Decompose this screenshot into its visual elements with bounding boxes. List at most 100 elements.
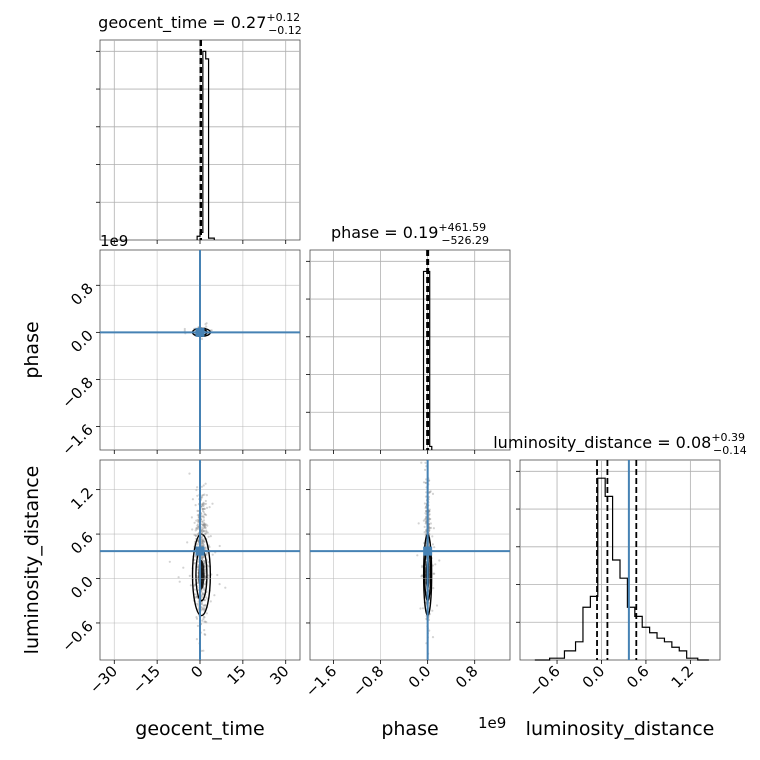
sample-point <box>196 514 199 517</box>
sample-point <box>196 509 199 512</box>
title-main: geocent_time = 0.27 <box>98 13 266 33</box>
sample-point <box>420 461 423 464</box>
panels-layer <box>96 39 721 664</box>
sample-point <box>416 554 419 557</box>
sample-point <box>196 486 199 489</box>
sample-point <box>203 561 206 564</box>
sample-point <box>431 564 434 567</box>
sample-point <box>193 588 196 591</box>
x-tick-label: 30 <box>266 662 292 688</box>
x-tick-label: 0.0 <box>579 662 609 692</box>
sample-point <box>200 494 204 497</box>
sample-point <box>202 519 206 522</box>
sample-point <box>201 530 204 533</box>
sample-point <box>202 523 205 526</box>
sample-point <box>208 545 211 549</box>
sample-point <box>197 539 200 543</box>
sample-point <box>424 481 427 484</box>
sample-point <box>201 540 204 543</box>
sample-point <box>424 495 428 498</box>
sample-point <box>424 520 428 523</box>
sample-point <box>206 551 209 555</box>
sample-point <box>202 606 205 610</box>
sample-point <box>435 604 439 607</box>
hist1d-panel-luminosity_distance <box>516 459 721 661</box>
sample-point <box>196 602 199 606</box>
sample-point <box>195 519 198 522</box>
sample-point <box>205 523 208 526</box>
sample-point <box>203 513 206 516</box>
sample-point <box>203 620 206 623</box>
sample-point <box>203 525 206 529</box>
sample-point <box>202 587 206 590</box>
sample-point <box>431 535 434 538</box>
sample-point <box>201 523 204 526</box>
sample-point <box>196 526 199 529</box>
sample-point <box>194 504 197 507</box>
sample-point <box>203 493 206 496</box>
panel-frame <box>309 249 511 451</box>
sample-point <box>205 529 208 532</box>
sample-point <box>202 543 205 547</box>
sample-point <box>201 556 204 559</box>
sample-point <box>205 596 208 599</box>
sample-point <box>218 583 221 586</box>
sample-point <box>200 649 203 653</box>
sample-point <box>168 560 171 563</box>
sample-point <box>202 516 205 519</box>
x-tick-label: 0.8 <box>452 662 482 692</box>
sample-point <box>202 494 205 497</box>
sample-point <box>202 617 205 621</box>
x-axis-label-luminosity_distance: luminosity_distance <box>526 718 715 740</box>
sample-point <box>421 566 424 569</box>
y-axis-label-luminosity_distance: luminosity_distance <box>21 466 43 655</box>
sample-point <box>433 572 436 575</box>
sample-point <box>201 539 204 543</box>
truth-marker <box>195 546 205 556</box>
sample-point <box>194 534 198 538</box>
sample-point <box>204 513 207 516</box>
sample-point <box>201 496 204 499</box>
x-tick-label: 0.6 <box>623 662 653 692</box>
x-tick-label: −0.8 <box>349 662 387 700</box>
sample-point <box>202 542 205 545</box>
sample-point <box>201 503 204 506</box>
sample-point <box>204 523 207 526</box>
sample-point <box>196 624 199 628</box>
sample-point <box>421 607 425 610</box>
sample-point <box>204 546 207 549</box>
sample-point <box>200 558 203 561</box>
title-main: luminosity_distance = 0.08 <box>493 433 711 453</box>
sample-point <box>204 620 207 623</box>
sample-point <box>424 481 427 484</box>
sample-point <box>423 531 426 534</box>
sample-point <box>204 633 207 637</box>
sample-point <box>202 608 206 612</box>
sample-point <box>208 506 211 509</box>
sample-point <box>201 540 204 543</box>
sample-point <box>203 540 206 544</box>
sample-point <box>204 547 207 550</box>
x-tick-label: −1.6 <box>302 662 340 700</box>
sample-point <box>424 522 427 525</box>
sample-point <box>202 502 205 505</box>
sample-point <box>196 524 199 527</box>
sample-point <box>193 562 196 565</box>
panel-content <box>100 460 300 660</box>
hist1d-panel-phase <box>306 249 511 451</box>
sample-point <box>202 511 205 514</box>
sample-point <box>188 574 191 578</box>
sample-point <box>203 502 206 506</box>
sample-point <box>197 604 200 607</box>
sample-point <box>201 606 204 609</box>
sample-point <box>188 472 191 475</box>
sample-point <box>196 566 199 569</box>
sample-point <box>200 528 203 531</box>
sample-point <box>204 603 207 607</box>
sample-point <box>201 557 204 560</box>
sample-point <box>201 542 204 545</box>
title-phase: phase = 0.19+461.59 −526.29 <box>331 221 489 247</box>
sample-point <box>201 592 204 595</box>
sample-point <box>196 518 199 522</box>
